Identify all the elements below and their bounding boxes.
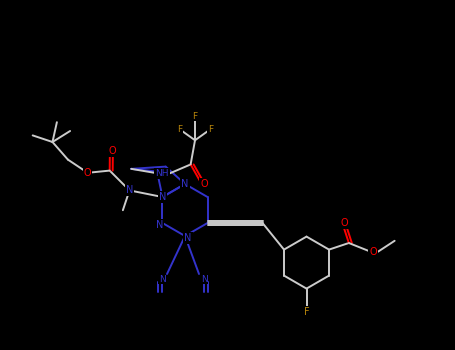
Text: N: N bbox=[181, 179, 189, 189]
Text: N: N bbox=[156, 220, 163, 230]
Text: O: O bbox=[84, 168, 91, 178]
Text: NH: NH bbox=[155, 169, 169, 178]
Text: F: F bbox=[177, 125, 182, 134]
Text: O: O bbox=[108, 146, 116, 156]
Text: N: N bbox=[126, 186, 133, 195]
Text: F: F bbox=[208, 125, 213, 134]
Text: O: O bbox=[369, 247, 377, 257]
Text: N: N bbox=[184, 233, 192, 243]
Text: F: F bbox=[192, 112, 197, 120]
Text: O: O bbox=[341, 218, 348, 228]
Text: O: O bbox=[200, 179, 207, 189]
Text: N: N bbox=[201, 274, 207, 284]
Text: N: N bbox=[159, 274, 165, 284]
Text: N: N bbox=[159, 192, 166, 202]
Text: F: F bbox=[303, 307, 309, 317]
